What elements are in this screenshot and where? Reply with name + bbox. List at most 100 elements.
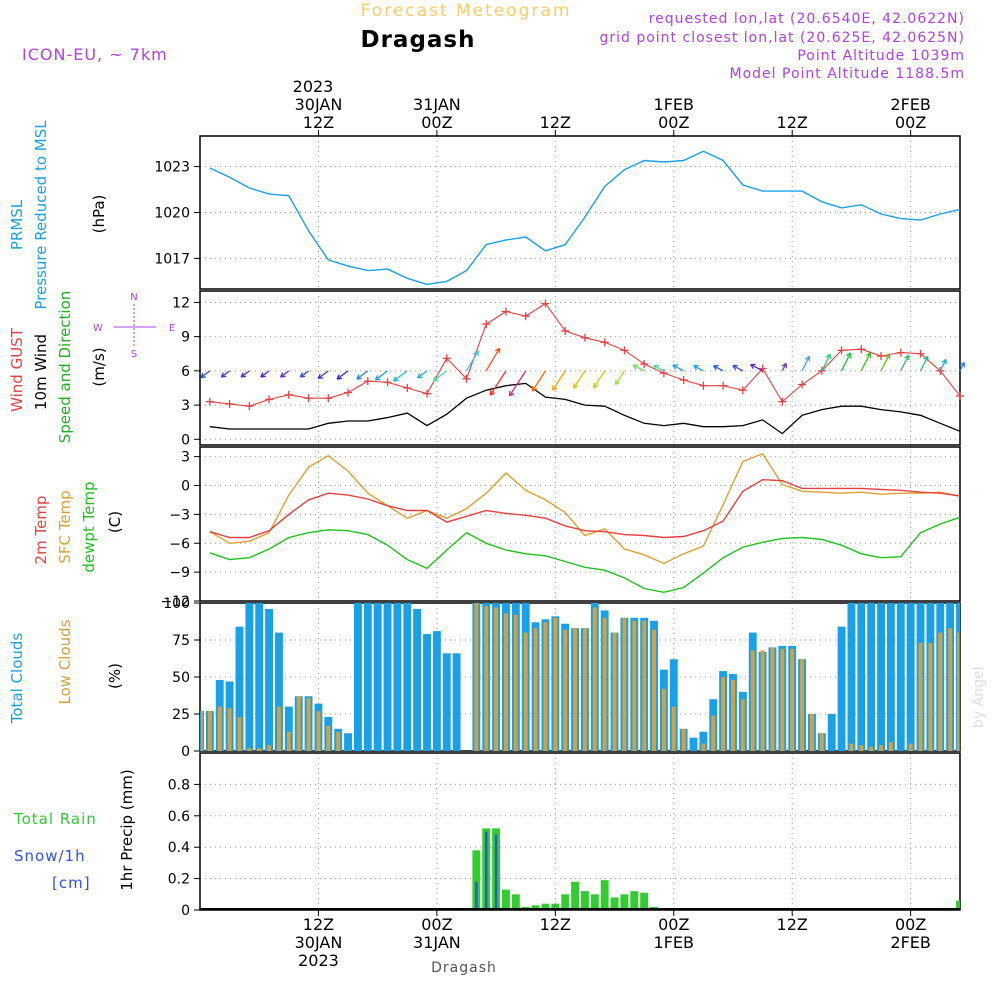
y-tick-label: 0 [181, 903, 190, 919]
low-cloud-bar [711, 715, 716, 751]
low-cloud-bar [582, 628, 587, 751]
compass-south: S [131, 349, 137, 360]
y-tick-label: 25 [172, 707, 190, 723]
pressure-label-1: PRMSL [8, 199, 26, 250]
y-tick-label: 3 [181, 450, 190, 466]
low-cloud-bar [661, 688, 666, 751]
wind-arrow-head [318, 377, 324, 380]
wind-arrow-head [494, 347, 500, 352]
wind-arrow-head [200, 372, 204, 378]
wind-arrow-head [221, 375, 227, 378]
wind-arrow-head [904, 354, 910, 359]
bottom-date-label: 31JAN [413, 933, 461, 952]
wind-arrow [200, 370, 211, 379]
bottom-hour-label: 12Z [540, 915, 571, 934]
y-tick-label: 0.2 [168, 872, 190, 888]
low-cloud-bar [760, 650, 765, 751]
total-cloud-bar [867, 603, 876, 751]
total-cloud-bar [383, 603, 392, 751]
y-tick-label: 9 [181, 330, 190, 346]
wind-arrow [693, 365, 704, 372]
rain-bar [472, 850, 481, 910]
wind-arrow-head [433, 379, 439, 382]
sfc-label: SFC Temp [56, 490, 74, 563]
wind-arrow [919, 356, 929, 372]
wind-speed-line [209, 382, 961, 435]
low-cloud-bar [543, 622, 548, 751]
wind-arrow [280, 370, 290, 378]
bottom-date-label: 2FEB [890, 933, 930, 952]
low-cloud-bar [809, 714, 814, 751]
panel-frame [199, 135, 961, 290]
footer-station: Dragash [431, 960, 497, 976]
wind-arrow-head [356, 377, 362, 380]
wind-arrow-head [473, 350, 479, 355]
wind-arrow [615, 370, 625, 385]
total-cloud-bar [906, 603, 915, 751]
y-tick-label: 0 [181, 432, 190, 448]
wind-arrow [508, 370, 527, 397]
rain-bar [610, 897, 619, 910]
precip-axis-label: 1hr Precip (mm) [118, 769, 136, 890]
low-cloud-bar [671, 706, 676, 751]
pressure-unit: (hPa) [90, 195, 108, 234]
wind-arrow-head [865, 352, 871, 357]
low-cloud-bar [573, 628, 578, 751]
wind-arrow-head [653, 365, 658, 371]
model-label: ICON-EU, ~ 7km [22, 45, 168, 64]
wind-arrow-head [432, 375, 437, 382]
wind-panel: 0 3 6 9 12 [172, 290, 966, 448]
snow-bar [485, 831, 488, 910]
pressure-panel: 1017 1020 1023 [154, 135, 961, 290]
y-tick-label: 0.4 [168, 840, 190, 856]
wind-arrow-head [923, 355, 929, 360]
wind-arrow-head [693, 365, 698, 371]
bottom-hour-label: 12Z [777, 915, 808, 934]
dewpt-label: dewpt Temp [80, 481, 98, 572]
bottom-hour-label: 00Z [658, 915, 689, 934]
wind-arrow-head [393, 376, 397, 382]
low-cloud-bar [790, 648, 795, 751]
wind-unit: (m/s) [90, 347, 108, 386]
low-cloud-bar [770, 647, 775, 751]
top-date-label: 1FEB [654, 95, 694, 114]
wind-arrow-head [417, 373, 421, 379]
total-cloud-bar [886, 603, 895, 751]
pressure-line [209, 150, 961, 286]
wind-arrow [801, 356, 810, 372]
wind-arrow [672, 364, 684, 372]
grid-point-coords: grid point closest lon,lat (20.625E, 42.… [599, 30, 965, 46]
wind-arrow [781, 363, 787, 372]
low-cloud-bar [888, 742, 893, 751]
total-cloud-bar [344, 733, 352, 751]
wind-arrow-head [336, 374, 340, 380]
y-tick-label: 75 [172, 633, 190, 649]
total-cloud-bar [284, 706, 293, 751]
top-hour-label: 12Z [303, 113, 334, 132]
low-cloud-bar [652, 629, 656, 751]
low-cloud-bar [494, 607, 499, 751]
wind-arrow [375, 370, 388, 381]
wind-arrow [880, 353, 890, 372]
wind-arrow [821, 353, 831, 372]
wind-dir-label: Speed and Direction [56, 291, 74, 444]
total-cloud-bar [255, 603, 264, 751]
rain-bar [580, 891, 589, 910]
wind-arrow-head [712, 365, 717, 371]
wind-arrow-head [825, 353, 831, 358]
rain-bar [502, 889, 510, 910]
rain-bar [561, 894, 570, 910]
low-cloud-bar [306, 697, 311, 751]
sfc-temp-line [209, 452, 961, 565]
low-cloud-bar [800, 659, 805, 751]
low-cloud-bar [592, 607, 597, 751]
y-tick-label: −6 [169, 536, 190, 552]
low-cloud-bar [948, 628, 953, 751]
total-cloud-bar [452, 653, 461, 751]
low-cloud-bar [533, 628, 538, 751]
low-cloud-bar [553, 617, 558, 751]
total-cloud-bar [423, 634, 431, 751]
low-cloud-bar [217, 706, 222, 751]
wind-arrow-head [260, 375, 266, 378]
